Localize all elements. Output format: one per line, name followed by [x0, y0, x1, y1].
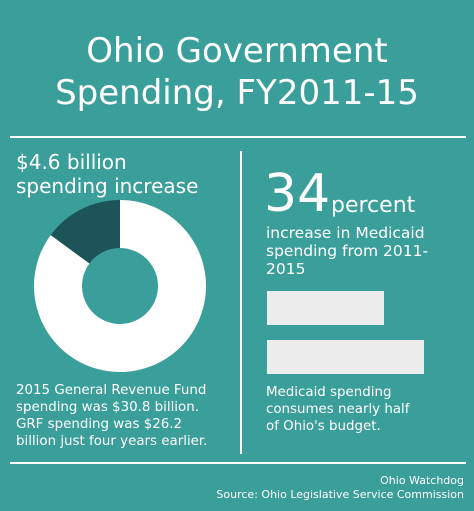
right-caption-1: Medicaid spending — [266, 385, 392, 400]
source-credit: Source: Ohio Legislative Service Commiss… — [216, 488, 464, 501]
right-desc-2: spending from 2011- — [266, 242, 429, 260]
left-caption-2: spending was $30.8 billion. — [16, 400, 199, 415]
left-caption-3: GRF spending was $26.2 — [16, 417, 183, 432]
title-line-2: Spending, FY2011-15 — [55, 73, 419, 113]
left-headline-1: $4.6 billion — [16, 150, 127, 174]
title-line-1: Ohio Government — [86, 31, 388, 71]
donut-slice-increase — [50, 200, 120, 264]
donut-slice-base — [34, 200, 206, 372]
right-caption-2: consumes nearly half — [266, 402, 410, 417]
publisher-credit: Ohio Watchdog — [380, 474, 464, 487]
center-divider — [240, 151, 242, 454]
bottom-divider — [10, 462, 466, 464]
left-headline-2: spending increase — [16, 174, 199, 198]
medicaid-bar-2015 — [267, 340, 424, 374]
big-percent-number: 34 — [264, 164, 331, 224]
top-divider — [10, 136, 466, 138]
right-caption-3: of Ohio's budget. — [266, 419, 381, 434]
right-desc-1: increase in Medicaid — [266, 224, 425, 242]
left-caption-4: billion just four years earlier. — [16, 434, 208, 449]
medicaid-bar-2011 — [267, 291, 385, 325]
left-caption-1: 2015 General Revenue Fund — [16, 383, 207, 398]
percent-word: percent — [331, 193, 416, 218]
spending-donut-chart — [34, 200, 206, 372]
right-desc-3: 2015 — [266, 260, 306, 278]
